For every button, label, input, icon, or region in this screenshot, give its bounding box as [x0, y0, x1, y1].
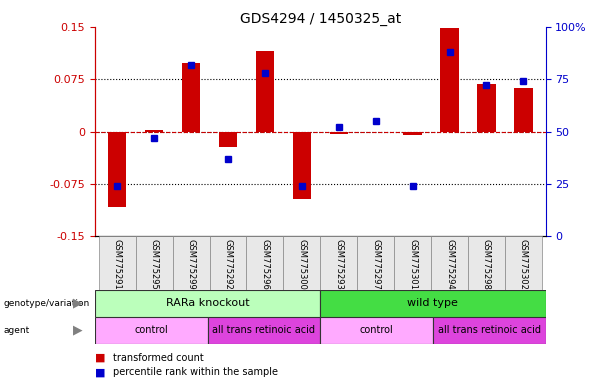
Bar	[182, 63, 200, 131]
Text: transformed count: transformed count	[113, 353, 204, 363]
Bar	[108, 131, 126, 207]
Bar	[292, 131, 311, 199]
Bar	[440, 28, 459, 131]
Text: all trans retinoic acid: all trans retinoic acid	[213, 325, 316, 335]
Bar	[394, 236, 431, 290]
Text: control: control	[360, 325, 394, 335]
Text: wild type: wild type	[408, 298, 459, 308]
Text: ▶: ▶	[73, 324, 83, 337]
Bar	[431, 236, 468, 290]
Text: GSM775296: GSM775296	[261, 239, 269, 290]
Bar	[135, 236, 173, 290]
Text: control: control	[134, 325, 168, 335]
Text: GSM775291: GSM775291	[113, 239, 121, 290]
Bar	[514, 88, 533, 131]
Bar	[403, 131, 422, 135]
Text: ▶: ▶	[73, 297, 83, 310]
Text: GSM775301: GSM775301	[408, 239, 417, 290]
Text: GSM775299: GSM775299	[186, 239, 196, 290]
Text: GSM775300: GSM775300	[297, 239, 306, 290]
Bar	[173, 236, 210, 290]
Text: GSM775295: GSM775295	[150, 239, 159, 290]
Text: genotype/variation: genotype/variation	[3, 299, 89, 308]
Bar	[95, 317, 208, 344]
Text: ■: ■	[95, 353, 105, 363]
Bar	[246, 236, 283, 290]
Bar	[330, 131, 348, 134]
Bar	[367, 131, 385, 132]
Bar	[99, 236, 135, 290]
Text: GSM775294: GSM775294	[445, 239, 454, 290]
Bar	[256, 51, 274, 131]
Bar	[505, 236, 542, 290]
Bar	[321, 290, 546, 317]
Bar	[357, 236, 394, 290]
Bar	[321, 236, 357, 290]
Text: GSM775302: GSM775302	[519, 239, 528, 290]
Bar	[219, 131, 237, 147]
Bar	[283, 236, 321, 290]
Text: GSM775293: GSM775293	[334, 239, 343, 290]
Bar	[321, 317, 433, 344]
Text: RARa knockout: RARa knockout	[166, 298, 249, 308]
Text: ■: ■	[95, 367, 105, 377]
Text: GSM775297: GSM775297	[371, 239, 380, 290]
Text: percentile rank within the sample: percentile rank within the sample	[113, 367, 278, 377]
Bar	[208, 317, 321, 344]
Bar	[210, 236, 246, 290]
Text: agent: agent	[3, 326, 29, 335]
Bar	[145, 130, 163, 131]
Text: GSM775298: GSM775298	[482, 239, 491, 290]
Text: all trans retinoic acid: all trans retinoic acid	[438, 325, 541, 335]
Text: GSM775292: GSM775292	[224, 239, 232, 290]
Bar	[433, 317, 546, 344]
Bar	[478, 84, 496, 131]
Title: GDS4294 / 1450325_at: GDS4294 / 1450325_at	[240, 12, 401, 26]
Bar	[95, 290, 321, 317]
Bar	[468, 236, 505, 290]
